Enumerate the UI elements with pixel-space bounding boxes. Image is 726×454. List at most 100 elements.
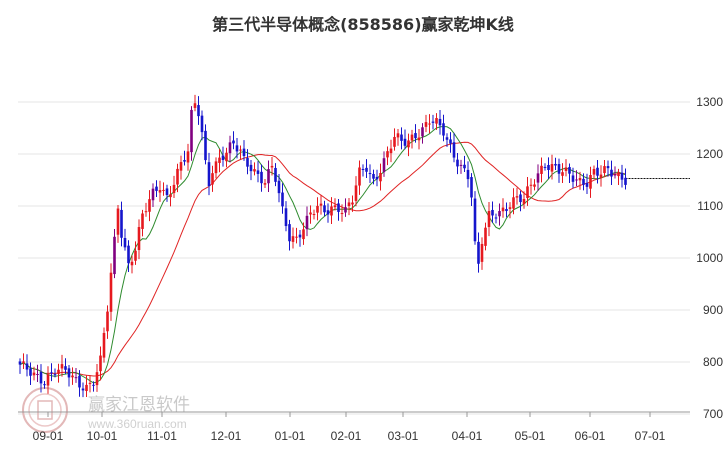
candle-body xyxy=(151,188,155,201)
candle-body xyxy=(106,311,109,332)
moving-average-layer xyxy=(19,125,690,384)
candle-body xyxy=(312,214,316,216)
candle-body xyxy=(501,207,505,212)
candle-body xyxy=(148,199,151,212)
candle-body xyxy=(498,211,501,217)
candle-body xyxy=(491,209,494,216)
candle-body xyxy=(557,164,561,174)
candle-body xyxy=(410,134,414,141)
candle-body xyxy=(211,173,214,185)
candle-body xyxy=(267,169,270,184)
candle-body xyxy=(22,361,25,364)
candle-body xyxy=(361,168,365,170)
candle-body xyxy=(568,167,571,174)
candle-body xyxy=(242,148,246,157)
candle-body xyxy=(46,374,50,386)
candle-body xyxy=(610,169,613,177)
candle-body xyxy=(620,172,624,180)
candle-body xyxy=(193,103,197,108)
candle-body xyxy=(393,136,396,147)
x-tick-label: 11-01 xyxy=(147,429,177,443)
x-tick-label: 02-01 xyxy=(331,429,362,443)
candle-body xyxy=(372,173,375,179)
candle-body xyxy=(431,121,435,123)
candle-body xyxy=(354,185,358,201)
candle-body xyxy=(197,105,200,117)
candle-body xyxy=(109,272,113,312)
candle-body xyxy=(512,197,515,209)
candle-body xyxy=(344,207,347,213)
candle-body xyxy=(116,208,120,235)
candle-body xyxy=(603,166,606,174)
candle-body xyxy=(221,155,225,160)
candle-body xyxy=(522,199,526,205)
candle-body xyxy=(533,184,536,187)
candle-body xyxy=(141,213,144,229)
candle-body xyxy=(326,210,330,215)
candle-body xyxy=(575,179,578,181)
candle-body xyxy=(424,122,428,127)
candle-body xyxy=(235,145,239,152)
candle-body xyxy=(487,210,491,228)
candle-body xyxy=(382,158,386,173)
candle-body xyxy=(596,167,599,176)
candle-body xyxy=(319,203,323,206)
candle-body xyxy=(284,208,288,227)
candle-body xyxy=(218,157,221,163)
candle-body xyxy=(428,123,431,125)
candle-body xyxy=(85,384,88,391)
candle-body xyxy=(214,161,218,174)
candle-body xyxy=(88,382,92,384)
y-tick-label: 1000 xyxy=(696,251,723,265)
y-tick-label: 700 xyxy=(703,407,723,421)
candle-body xyxy=(505,208,508,212)
candle-body xyxy=(463,164,466,169)
candle-body xyxy=(305,215,309,230)
candle-body xyxy=(365,167,368,172)
candle-body xyxy=(543,166,547,168)
candle-body xyxy=(592,168,596,175)
candle-body xyxy=(137,227,141,251)
candle-body xyxy=(71,375,74,378)
candle-body xyxy=(263,183,267,185)
candle-body xyxy=(18,361,22,365)
candle-body xyxy=(438,118,442,126)
candle-body xyxy=(484,227,487,246)
watermark-logo xyxy=(22,387,68,433)
candle-body xyxy=(337,203,340,212)
candle-body xyxy=(92,384,95,386)
candle-body xyxy=(43,384,46,386)
candle-body xyxy=(309,212,312,215)
candle-body xyxy=(302,229,305,240)
candle-body xyxy=(120,209,123,238)
fast-average-line xyxy=(19,125,626,384)
candle-body xyxy=(169,194,172,198)
candle-body xyxy=(57,369,60,374)
candle-body xyxy=(547,165,550,170)
candle-body xyxy=(536,173,540,183)
x-tick-label: 04-01 xyxy=(452,429,483,443)
candle-body xyxy=(95,372,99,386)
candle-body xyxy=(186,151,190,163)
candle-body xyxy=(564,167,568,171)
candle-body xyxy=(368,173,372,175)
candle-body xyxy=(281,192,284,207)
candle-body xyxy=(333,205,337,208)
candle-body xyxy=(228,142,232,154)
x-tick-label: 10-01 xyxy=(87,429,118,443)
candle-body xyxy=(102,332,106,358)
candle-body xyxy=(74,377,78,379)
candle-body xyxy=(582,178,585,185)
candle-body xyxy=(351,202,354,205)
candle-body xyxy=(99,355,102,372)
candle-body xyxy=(190,109,193,153)
candle-body xyxy=(78,375,81,388)
candle-body xyxy=(456,159,459,167)
candle-body xyxy=(375,176,379,180)
candlestick-layer xyxy=(18,94,627,398)
candle-body xyxy=(113,236,116,275)
candle-body xyxy=(494,217,498,219)
candle-body xyxy=(39,372,43,384)
slow-average-line xyxy=(19,141,626,377)
candle-body xyxy=(298,234,302,238)
